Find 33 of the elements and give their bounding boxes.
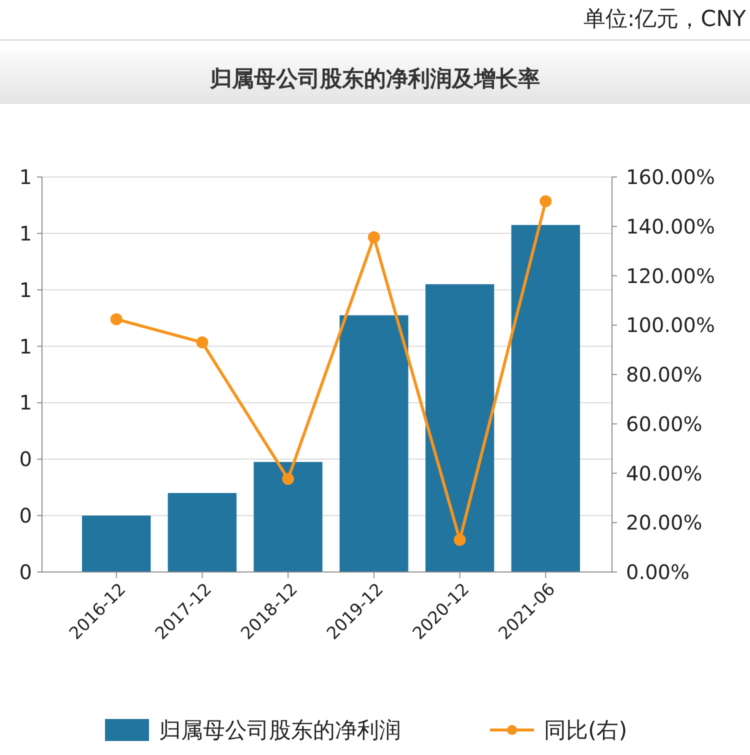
bar: [511, 224, 580, 572]
bar: [82, 516, 151, 572]
y2-tick-label: 20.00%: [626, 510, 702, 535]
y2-tick-label: 160.00%: [626, 165, 715, 189]
y-tick-label: 1: [19, 334, 32, 358]
bar: [254, 462, 322, 572]
y-tick-label: 1: [19, 221, 32, 246]
y-tick-label: 0: [19, 447, 32, 472]
point: [540, 195, 552, 208]
text: 单位:亿元，CNY: [583, 7, 747, 32]
legend-label: 同比(右): [544, 718, 628, 744]
y-tick-label: 0: [19, 504, 32, 528]
y2-tick-label: 0.00%: [626, 560, 690, 584]
y-tick-label: 1: [19, 165, 32, 189]
bar: [425, 284, 494, 572]
point: [282, 472, 294, 485]
point: [454, 534, 466, 546]
y-tick-label: 0: [19, 560, 32, 584]
y2-tick-label: 40.00%: [626, 461, 702, 486]
chart-title: 归属母公司股东的净利润及增长率: [209, 66, 540, 92]
y-tick-label: 1: [19, 390, 32, 415]
bar: [340, 315, 408, 572]
point: [368, 231, 380, 244]
y-tick-label: 1: [19, 278, 32, 302]
point: [196, 336, 208, 348]
y2-tick-label: 60.00%: [626, 412, 702, 436]
y2-tick-label: 140.00%: [626, 214, 715, 238]
y2-tick-label: 80.00%: [626, 362, 702, 386]
y2-tick-label: 120.00%: [626, 264, 715, 288]
bar: [168, 493, 237, 572]
legend-label: 归属母公司股东的净利润: [159, 718, 401, 744]
y2-tick-label: 100.00%: [626, 313, 715, 338]
point: [110, 313, 122, 326]
